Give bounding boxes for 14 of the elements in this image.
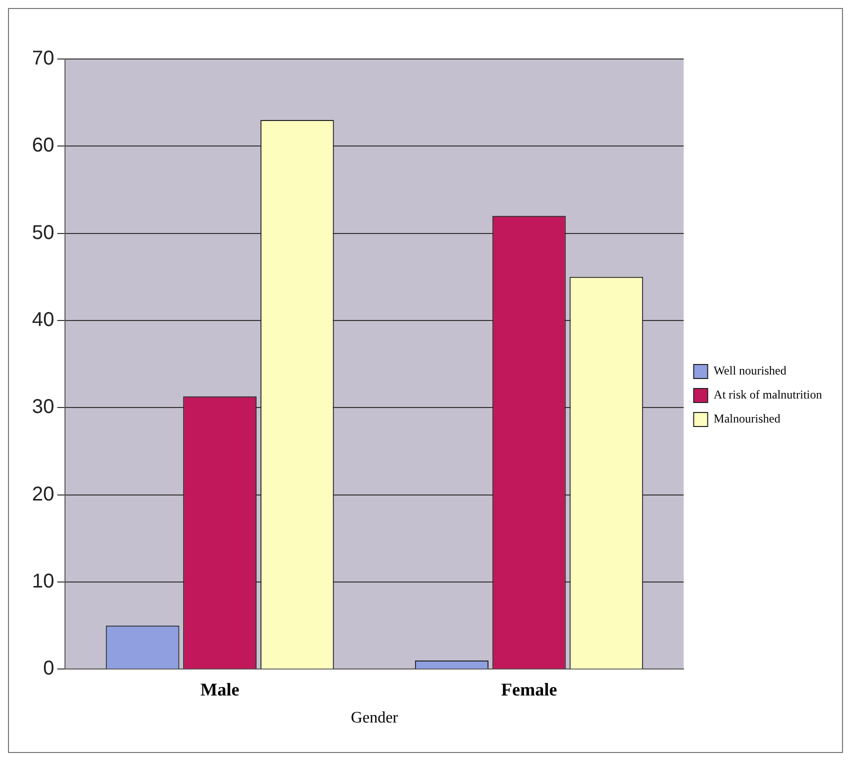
legend-label: Well nourished: [714, 364, 786, 378]
y-tick-label: 0: [43, 658, 54, 680]
y-tick-label: 60: [32, 134, 54, 157]
x-axis-title: Gender: [350, 710, 399, 727]
y-tick-label: 50: [32, 222, 54, 244]
x-tick-label: Male: [200, 680, 240, 700]
y-tick-label: 20: [32, 483, 54, 506]
y-tick-label: 40: [32, 309, 54, 332]
legend-label: Malnourished: [714, 412, 780, 426]
y-tick-label: 10: [32, 570, 54, 593]
y-tick-label: 30: [32, 396, 54, 418]
legend-label: At risk of malnutrition: [714, 388, 822, 402]
y-tick-label: 70: [32, 48, 54, 70]
x-tick-label: Female: [501, 680, 558, 700]
